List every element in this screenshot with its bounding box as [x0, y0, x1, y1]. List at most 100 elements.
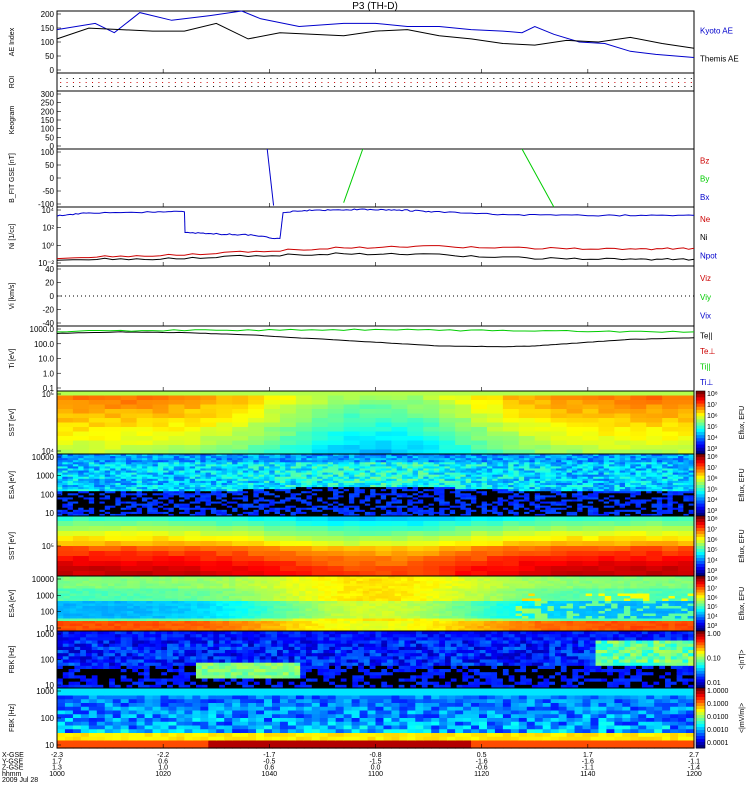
velocity-legend-item: Viy	[700, 293, 711, 302]
keogram-ytick: 150	[41, 116, 55, 125]
sst1-colorbar-tick: 10⁸	[707, 391, 718, 398]
temperature-ytick: 10.0	[38, 355, 54, 364]
temperature-ylabel: Ti [eV]	[9, 348, 16, 368]
temperature-legend-item: Ti⊥	[700, 378, 713, 387]
ae-black-line	[57, 23, 694, 48]
velocity-legend-item: Viz	[700, 274, 711, 283]
esa2-colorbar-tick: 10⁷	[707, 585, 718, 592]
sst2-ytick: 10⁵	[42, 542, 54, 551]
fbk2-colorbar-tick: 0.0100	[707, 714, 729, 721]
keogram-ylabel: Keogram	[9, 106, 16, 135]
ae-ytick: 200	[41, 10, 55, 19]
density-ytick: 10⁴	[42, 206, 55, 215]
esa1-colorbar-tick: 10⁸	[707, 454, 718, 461]
esa1-spectrogram	[57, 454, 695, 517]
esa2-colorbar-tick: 10⁵	[707, 604, 718, 611]
velocity-ytick: 40	[45, 265, 54, 274]
esa2-colorbar	[696, 576, 705, 632]
ae-ytick: 0	[50, 66, 55, 75]
sst1-spectrogram	[57, 391, 695, 455]
esa2-ytick: 1000	[36, 591, 54, 600]
esa1-colorbar-tick: 10⁵	[707, 486, 718, 493]
fbk2-colorbar	[696, 688, 705, 749]
fbk1-spectrogram	[57, 631, 695, 689]
axis-row-value: 1040	[262, 771, 278, 778]
sst1-ylabel: SST [eV]	[9, 409, 16, 437]
axis-row-label: 2009 Jul 28	[2, 777, 38, 784]
fbk2-colorbar-tick: 0.0010	[707, 727, 729, 734]
velocity-ytick: -20	[42, 306, 54, 315]
velocity-frame	[57, 266, 694, 326]
roi-ylabel: ROI	[9, 76, 16, 89]
axis-row-value: 1200	[686, 771, 702, 778]
velocity-ytick: 20	[45, 279, 54, 288]
esa1-colorbar-tick: 10⁴	[707, 497, 718, 504]
sst2-colorbar-tick: 10⁴	[707, 558, 718, 565]
axis-row-value: 1100	[368, 771, 383, 778]
sst2-colorbar-tick: 10³	[707, 568, 718, 575]
axis-row-value: 1120	[474, 771, 489, 778]
bfit-green-segment	[344, 149, 363, 203]
esa2-ylabel: ESA [eV]	[9, 589, 16, 617]
esa1-colorbar	[696, 454, 705, 517]
fbk1-ytick: 1000	[36, 630, 54, 639]
keogram-ytick: 100	[41, 125, 55, 134]
esa1-ytick: 100	[41, 490, 55, 499]
ae-ytick: 50	[45, 52, 54, 61]
sst1-colorbar-label: Eflux, EFU	[739, 406, 746, 439]
fbk2-colorbar-tick: 0.0001	[707, 740, 729, 747]
esa2-colorbar-tick: 10⁴	[707, 614, 718, 621]
velocity-ylabel: Vi [km/s]	[9, 283, 16, 310]
sst1-colorbar-tick: 10⁴	[707, 435, 718, 442]
temperature-legend-item: Te⊥	[700, 347, 715, 356]
esa1-colorbar-tick: 10³	[707, 508, 718, 515]
temperature-black-line	[57, 332, 694, 347]
axis-row-value: 1140	[580, 771, 595, 778]
fbk2-ytick: 10	[45, 741, 54, 750]
bfit-legend-item: By	[700, 175, 709, 184]
esa2-ytick: 100	[41, 608, 55, 617]
fbk2-colorbar-label: <|mV/m|>	[739, 703, 746, 733]
fbk1-colorbar-tick: 0.10	[707, 656, 721, 663]
roi-frame	[57, 73, 694, 91]
keogram-frame	[57, 91, 694, 149]
bfit-green-segment	[522, 149, 554, 207]
fbk2-ylabel: FBK [Hz]	[9, 704, 16, 732]
velocity-ytick: 0	[50, 292, 55, 301]
plot-title: P3 (TH-D)	[352, 1, 398, 12]
esa1-colorbar-label: Eflux, EFU	[739, 468, 746, 501]
ae-legend-item: Kyoto AE	[700, 27, 733, 36]
esa2-ytick: 10000	[32, 575, 55, 584]
bfit-ytick: -50	[42, 187, 54, 196]
esa2-spectrogram	[57, 576, 695, 632]
bfit-legend-item: Bx	[700, 193, 709, 202]
fbk1-ytick: 100	[41, 656, 55, 665]
sst1-ytick: 10⁵	[42, 390, 54, 399]
esa1-colorbar-tick: 10⁷	[707, 465, 718, 472]
ae-blue-line	[57, 11, 694, 58]
temperature-ytick: 1000.0	[30, 325, 55, 334]
sst1-colorbar-tick: 10⁶	[707, 413, 718, 420]
bfit-ylabel: B_FIT GSE [nT]	[9, 153, 16, 203]
ae-ytick: 100	[41, 38, 55, 47]
velocity-legend-item: Vix	[700, 312, 711, 321]
keogram-ytick: 50	[45, 133, 54, 142]
sst2-colorbar-tick: 10⁸	[707, 516, 718, 523]
density-red-line	[57, 246, 694, 259]
esa2-colorbar-label: Eflux, EFU	[739, 587, 746, 620]
ae-legend-item: Themis AE	[700, 55, 739, 64]
esa1-ytick: 10000	[32, 453, 55, 462]
fbk2-colorbar-tick: 1.0000	[707, 688, 729, 695]
fbk1-colorbar-tick: 1.00	[707, 631, 721, 638]
esa2-colorbar-tick: 10⁸	[707, 576, 718, 583]
keogram-ytick: 250	[41, 99, 55, 108]
sst2-spectrogram	[57, 516, 695, 577]
bfit-ytick: 100	[41, 148, 55, 157]
sst1-colorbar	[696, 391, 705, 455]
sst2-colorbar-tick: 10⁷	[707, 526, 718, 533]
density-blue-line	[57, 209, 694, 239]
esa1-colorbar-tick: 10⁶	[707, 476, 718, 483]
axis-row-value: 1020	[155, 771, 171, 778]
